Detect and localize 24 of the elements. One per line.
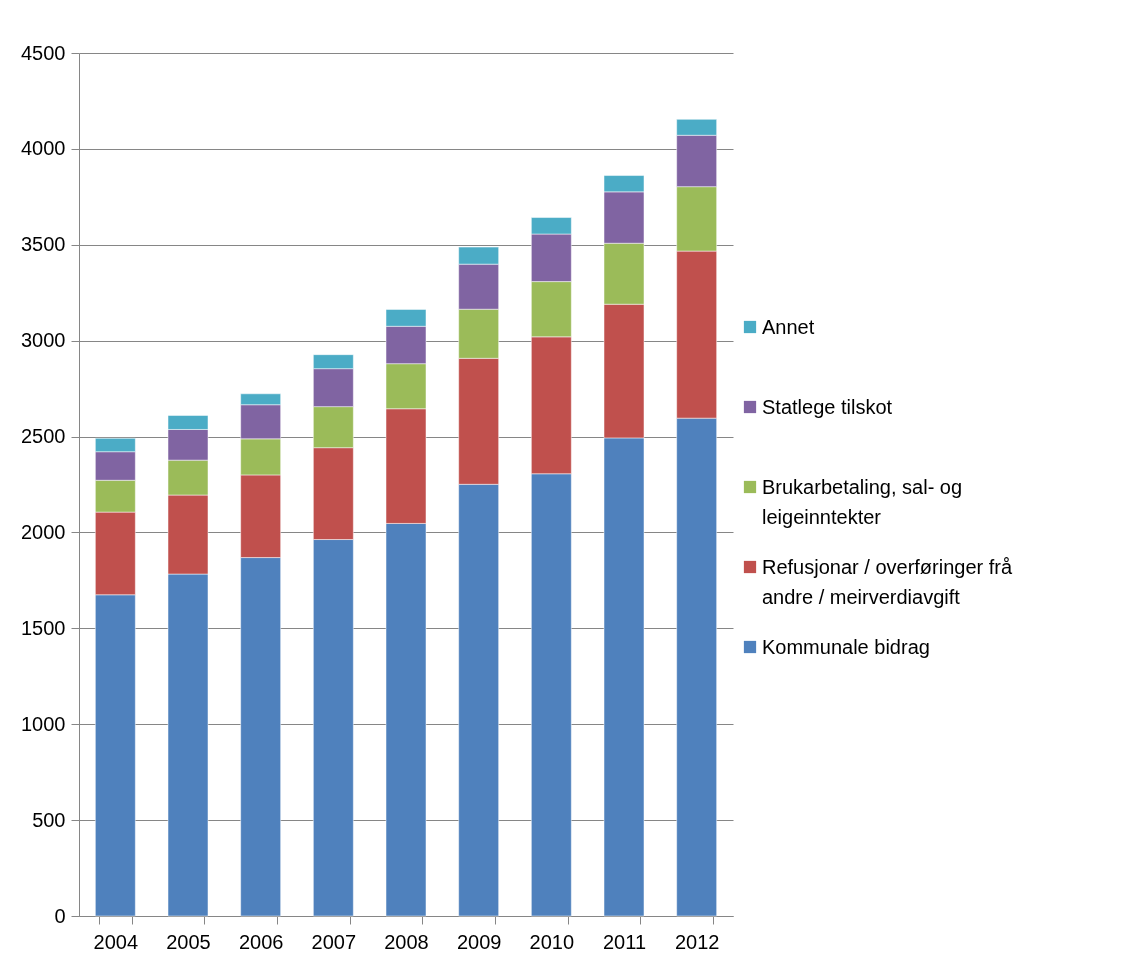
x-tick-label: 2010 [529,930,575,953]
legend-label: Kommunale bidrag [762,636,930,658]
x-tick-label: 2005 [166,930,211,953]
x-tick-label: 2007 [311,930,357,953]
y-tick-label: 0 [54,904,66,927]
y-tick-label: 3000 [21,329,66,352]
x-tick-label: 2011 [602,930,647,953]
legend-label: Refusjonar / overføringer frå andre / meirverdiavgift [762,556,1013,608]
y-tick-label: 2500 [21,425,66,448]
legend-label: Annet [762,316,815,338]
x-tick-label: 2012 [674,930,720,953]
y-tick-label: 1000 [21,712,66,735]
x-tick-label: 2004 [93,930,139,953]
y-tick-label: 4000 [21,137,66,160]
legend-label: Brukarbetaling, sal- og leigeinntekter [762,476,963,528]
legend-label: Statlege tilskot [762,396,893,418]
y-tick-label: 500 [32,808,66,831]
y-tick-label: 4500 [21,41,66,64]
y-tick-label: 1500 [21,616,66,639]
y-tick-label: 2000 [21,520,66,543]
x-tick-label: 2009 [456,930,502,953]
x-tick-label: 2008 [384,930,429,953]
x-tick-label: 2006 [238,930,284,953]
y-tick-label: 3500 [21,233,66,256]
